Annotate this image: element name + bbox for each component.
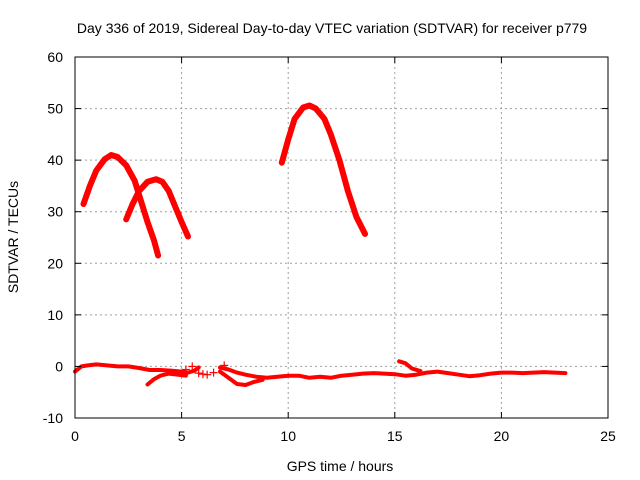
x-tick-label: 5: [178, 428, 186, 444]
data-point-marker: [194, 369, 203, 378]
y-axis-title: SDTVAR / TECUs: [5, 181, 21, 293]
y-tick-label: 20: [47, 255, 63, 271]
y-tick-label: 30: [47, 204, 63, 220]
chart-title: Day 336 of 2019, Sidereal Day-to-day VTE…: [77, 20, 587, 36]
y-tick-label: 50: [47, 101, 63, 117]
y-tick-label: -10: [43, 410, 63, 426]
series-baseline-2: [145, 371, 188, 387]
series-arc-3: [278, 102, 368, 237]
x-axis-title: GPS time / hours: [287, 458, 394, 474]
y-tick-label: 40: [47, 152, 63, 168]
x-tick-label: 10: [280, 428, 296, 444]
x-tick-label: 0: [71, 428, 79, 444]
series-baseline-3: [218, 365, 568, 380]
data-point-marker: [220, 361, 229, 370]
series-layer: [73, 102, 568, 387]
x-tick-label: 15: [387, 428, 403, 444]
y-tick-label: 60: [47, 49, 63, 65]
data-point-marker: [209, 368, 218, 377]
y-tick-label: 0: [55, 358, 63, 374]
series-baseline-4: [218, 369, 265, 387]
series-arc-2: [123, 176, 191, 240]
data-point-marker: [188, 362, 197, 371]
x-tick-label: 20: [494, 428, 510, 444]
data-point-marker: [181, 365, 190, 374]
series-arc-1: [80, 152, 162, 259]
series-baseline-1: [73, 362, 201, 375]
data-point-marker: [203, 370, 212, 379]
series-bump: [397, 359, 423, 374]
x-tick-label: 25: [600, 428, 616, 444]
ticks: 0 5 10 15 20 25 -10 0 10 20 30 40 50 60: [43, 49, 616, 444]
plot-frame: [74, 56, 609, 419]
y-tick-label: 10: [47, 307, 63, 323]
